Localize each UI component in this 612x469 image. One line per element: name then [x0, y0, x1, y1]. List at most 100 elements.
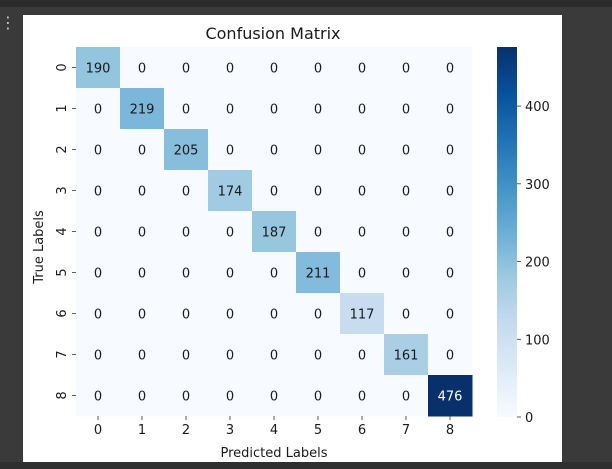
cell-value-label: 0	[402, 185, 410, 200]
cell-value-label: 0	[358, 226, 366, 241]
heatmap-cell-r6-c2	[164, 293, 209, 335]
heatmap-cell-r8-c3	[208, 375, 253, 417]
cell-value-label: 0	[226, 226, 234, 241]
cell-value-label: 0	[446, 308, 454, 323]
x-tick-label: 0	[94, 423, 102, 438]
cell-value-label: 0	[182, 349, 190, 364]
cell-value-label: 190	[86, 62, 111, 77]
heatmap-cell-r7-c6	[340, 334, 385, 376]
cell-value-label: 0	[94, 103, 102, 118]
cell-value-label: 0	[358, 349, 366, 364]
cell-value-label: 0	[402, 390, 410, 405]
colorbar	[497, 47, 517, 417]
y-tick-label: 5	[55, 268, 70, 276]
heatmap-cell-r6-c3	[208, 293, 253, 335]
top-bar	[0, 0, 612, 7]
heatmap-cell-r1-c4	[252, 88, 297, 130]
heatmap-cell-r0-c4	[252, 47, 297, 89]
cell-value-label: 0	[226, 103, 234, 118]
heatmap-cell-r7-c7	[384, 334, 429, 376]
heatmap-cell-r2-c8	[428, 129, 473, 171]
cell-value-label: 0	[402, 103, 410, 118]
heatmap-cell-r1-c7	[384, 88, 429, 130]
cell-value-label: 0	[182, 308, 190, 323]
x-axis-ticks: 0 1 2 3 4 5 6 7 8	[94, 416, 454, 438]
side-menu-icon[interactable]: ⋮	[0, 13, 16, 32]
cell-value-label: 0	[182, 390, 190, 405]
heatmap-cell-r0-c2	[164, 47, 209, 89]
cell-value-label: 0	[182, 226, 190, 241]
cell-value-label: 0	[182, 267, 190, 282]
colorbar-tick-label: 400	[525, 100, 550, 115]
cell-value-label: 0	[226, 62, 234, 77]
heatmap-cell-r4-c5	[296, 211, 341, 253]
cell-value-label: 0	[270, 103, 278, 118]
x-tick-label: 1	[138, 423, 146, 438]
cell-value-label: 0	[138, 144, 146, 159]
heatmap-cell-r6-c6	[340, 293, 385, 335]
heatmap-cell-r2-c6	[340, 129, 385, 171]
cell-value-label: 0	[270, 267, 278, 282]
cell-value-label: 0	[182, 103, 190, 118]
cell-value-label: 0	[358, 390, 366, 405]
cell-value-label: 0	[358, 185, 366, 200]
heatmap-cell-r6-c8	[428, 293, 473, 335]
heatmap-cell-r3-c5	[296, 170, 341, 212]
cell-value-label: 0	[446, 226, 454, 241]
cell-value-label: 0	[94, 349, 102, 364]
heatmap-cell-r7-c0	[76, 334, 121, 376]
cell-value-label: 0	[270, 349, 278, 364]
y-axis-label: True Labels	[32, 210, 47, 285]
cell-value-label: 0	[94, 267, 102, 282]
heatmap-cell-r4-c3	[208, 211, 253, 253]
heatmap-cell-r0-c8	[428, 47, 473, 89]
heatmap-cell-r1-c5	[296, 88, 341, 130]
heatmap-cell-r5-c8	[428, 252, 473, 294]
cell-value-label: 0	[402, 62, 410, 77]
heatmap-cell-r3-c7	[384, 170, 429, 212]
heatmap-cell-r0-c3	[208, 47, 253, 89]
cell-value-label: 0	[446, 144, 454, 159]
heatmap-cells	[76, 47, 473, 417]
cell-value-label: 0	[314, 103, 322, 118]
cell-value-label: 0	[182, 185, 190, 200]
heatmap-cell-r4-c0	[76, 211, 121, 253]
cell-value-label: 0	[270, 62, 278, 77]
heatmap-cell-r8-c1	[120, 375, 165, 417]
heatmap-cell-r1-c8	[428, 88, 473, 130]
heatmap-cell-r0-c5	[296, 47, 341, 89]
x-axis-label: Predicted Labels	[220, 446, 327, 461]
cell-value-label: 219	[130, 103, 155, 118]
cell-value-label: 0	[402, 267, 410, 282]
heatmap-cell-r3-c6	[340, 170, 385, 212]
cell-value-label: 0	[358, 62, 366, 77]
heatmap-cell-r5-c7	[384, 252, 429, 294]
heatmap-cell-r4-c7	[384, 211, 429, 253]
colorbar-tick-label: 300	[525, 178, 550, 193]
heatmap-cell-r7-c2	[164, 334, 209, 376]
cell-value-label: 0	[270, 390, 278, 405]
heatmap-cell-r7-c5	[296, 334, 341, 376]
heatmap-cell-r2-c4	[252, 129, 297, 171]
cell-value-label: 0	[138, 62, 146, 77]
heatmap-cell-r6-c1	[120, 293, 165, 335]
heatmap-cell-r5-c2	[164, 252, 209, 294]
confusion-matrix-chart: Confusion Matrix 190 0 0 0 0 0 0 0 00 219 0 0 0 0 0 0 00…	[32, 24, 550, 461]
cell-value-label: 0	[226, 349, 234, 364]
x-tick-label: 2	[182, 423, 190, 438]
cell-value-label: 0	[270, 308, 278, 323]
cell-value-label: 161	[394, 349, 419, 364]
heatmap-cell-r1-c0	[76, 88, 121, 130]
cell-value-label: 0	[358, 103, 366, 118]
cell-value-label: 205	[174, 144, 199, 159]
heatmap-cell-r5-c4	[252, 252, 297, 294]
heatmap-cell-r5-c0	[76, 252, 121, 294]
cell-value-label: 0	[94, 144, 102, 159]
cell-value-label: 0	[138, 226, 146, 241]
heatmap-cell-r4-c8	[428, 211, 473, 253]
cell-value-label: 476	[438, 390, 463, 405]
cell-value-label: 0	[314, 390, 322, 405]
heatmap-cell-r4-c6	[340, 211, 385, 253]
heatmap-cell-r0-c1	[120, 47, 165, 89]
cell-value-label: 211	[306, 267, 331, 282]
